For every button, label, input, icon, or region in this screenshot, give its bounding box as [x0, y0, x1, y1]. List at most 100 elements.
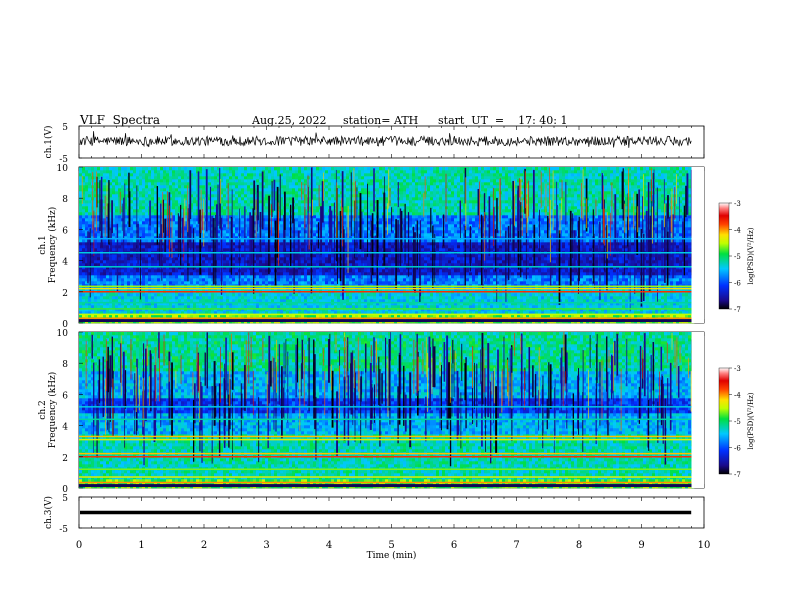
spectro-cell [571, 305, 575, 309]
spectro-cell [124, 254, 128, 258]
spectro-cell [667, 299, 671, 303]
spectro-cell [421, 263, 425, 267]
spectro-cell [562, 302, 566, 306]
spectro-cell [598, 302, 602, 306]
spectro-cell [457, 302, 461, 306]
spectro-cell [295, 263, 299, 267]
spectro-cell [451, 272, 455, 276]
spectro-cell [421, 314, 425, 318]
spectro-cell [598, 314, 602, 318]
spectro-cell [178, 311, 182, 315]
spectro-cell [673, 293, 677, 297]
spectro-cell [409, 281, 413, 285]
spectro-cell [280, 299, 284, 303]
spectro-cell [367, 311, 371, 315]
spectro-cell [349, 311, 353, 315]
spectro-cell [526, 302, 530, 306]
spectro-cell [205, 311, 209, 315]
spectro-cell [313, 260, 317, 264]
spectro-cell [175, 278, 179, 282]
spectro-cell [325, 263, 329, 267]
spectro-cell [94, 311, 98, 315]
spectro-cell [634, 278, 638, 282]
spectro-cell [565, 260, 569, 264]
spectro-cell [166, 296, 170, 300]
spectro-cell [616, 281, 620, 285]
spectro-cell [388, 263, 392, 267]
spectro-cell [619, 296, 623, 300]
spectro-cell [514, 269, 518, 273]
spectro-cell [559, 302, 563, 306]
spectro-cell [193, 281, 197, 285]
spectro-cell [331, 296, 335, 300]
spectro-cell [268, 305, 272, 309]
spectro-cell [334, 269, 338, 273]
spectro-cell [133, 305, 137, 309]
spectro-cell [499, 299, 503, 303]
spectro-cell [121, 305, 125, 309]
spectro-cell [634, 293, 638, 297]
spectro-cell [400, 311, 404, 315]
spectro-cell [487, 257, 491, 261]
spectro-cell [157, 311, 161, 315]
spectro-cell [586, 260, 590, 264]
spectro-cell [520, 281, 524, 285]
spectro-cell [439, 281, 443, 285]
spectro-cell [199, 281, 203, 285]
spectro-cell [574, 314, 578, 318]
spectro-cell [319, 278, 323, 282]
spectro-cell [487, 275, 491, 279]
spectro-cell [268, 314, 272, 318]
spectro-cell [529, 260, 533, 264]
spectro-cell [157, 269, 161, 273]
spectro-cell [112, 296, 116, 300]
spectro-cell [349, 257, 353, 261]
spectro-cell [586, 263, 590, 267]
spectro-cell [337, 269, 341, 273]
spectro-cell [208, 314, 212, 318]
spectro-cell [688, 272, 692, 276]
spectro-cell [532, 311, 536, 315]
spectro-cell [445, 260, 449, 264]
spectro-cell [388, 311, 392, 315]
spectro-cell [502, 311, 506, 315]
spectro-cell [688, 281, 692, 285]
spectro-cell [247, 299, 251, 303]
spectro-cell [427, 260, 431, 264]
spectro-cell [298, 302, 302, 306]
spectro-cell [421, 278, 425, 282]
spectro-cell [271, 314, 275, 318]
spectro-cell [289, 266, 293, 270]
spectro-cell [505, 272, 509, 276]
spectro-cell [163, 260, 167, 264]
spectro-cell [442, 302, 446, 306]
spectro-cell [136, 302, 140, 306]
spectro-cell [679, 269, 683, 273]
spectro-cell [646, 296, 650, 300]
spectro-cell [208, 272, 212, 276]
spectro-cell [400, 275, 404, 279]
spectro-cell [133, 299, 137, 303]
spectro-cell [136, 296, 140, 300]
spectro-cell [676, 299, 680, 303]
spectro-cell [313, 266, 317, 270]
spectro-cell [649, 311, 653, 315]
spectro-cell [634, 296, 638, 300]
spectro-cell [484, 299, 488, 303]
spectro-cell [364, 278, 368, 282]
spectro-cell [505, 299, 509, 303]
spectro-cell [451, 296, 455, 300]
spectro-cell [376, 296, 380, 300]
spectro-cell [130, 299, 134, 303]
spectro-cell [508, 281, 512, 285]
spectro-cell [370, 311, 374, 315]
spectro-cell [577, 299, 581, 303]
spectro-cell [475, 311, 479, 315]
spectro-cell [301, 278, 305, 282]
spectro-cell [673, 275, 677, 279]
spectro-cell [670, 296, 674, 300]
spectro-cell [526, 281, 530, 285]
spectro-cell [151, 275, 155, 279]
spectro-cell [259, 275, 263, 279]
spectro-cell [118, 254, 122, 258]
